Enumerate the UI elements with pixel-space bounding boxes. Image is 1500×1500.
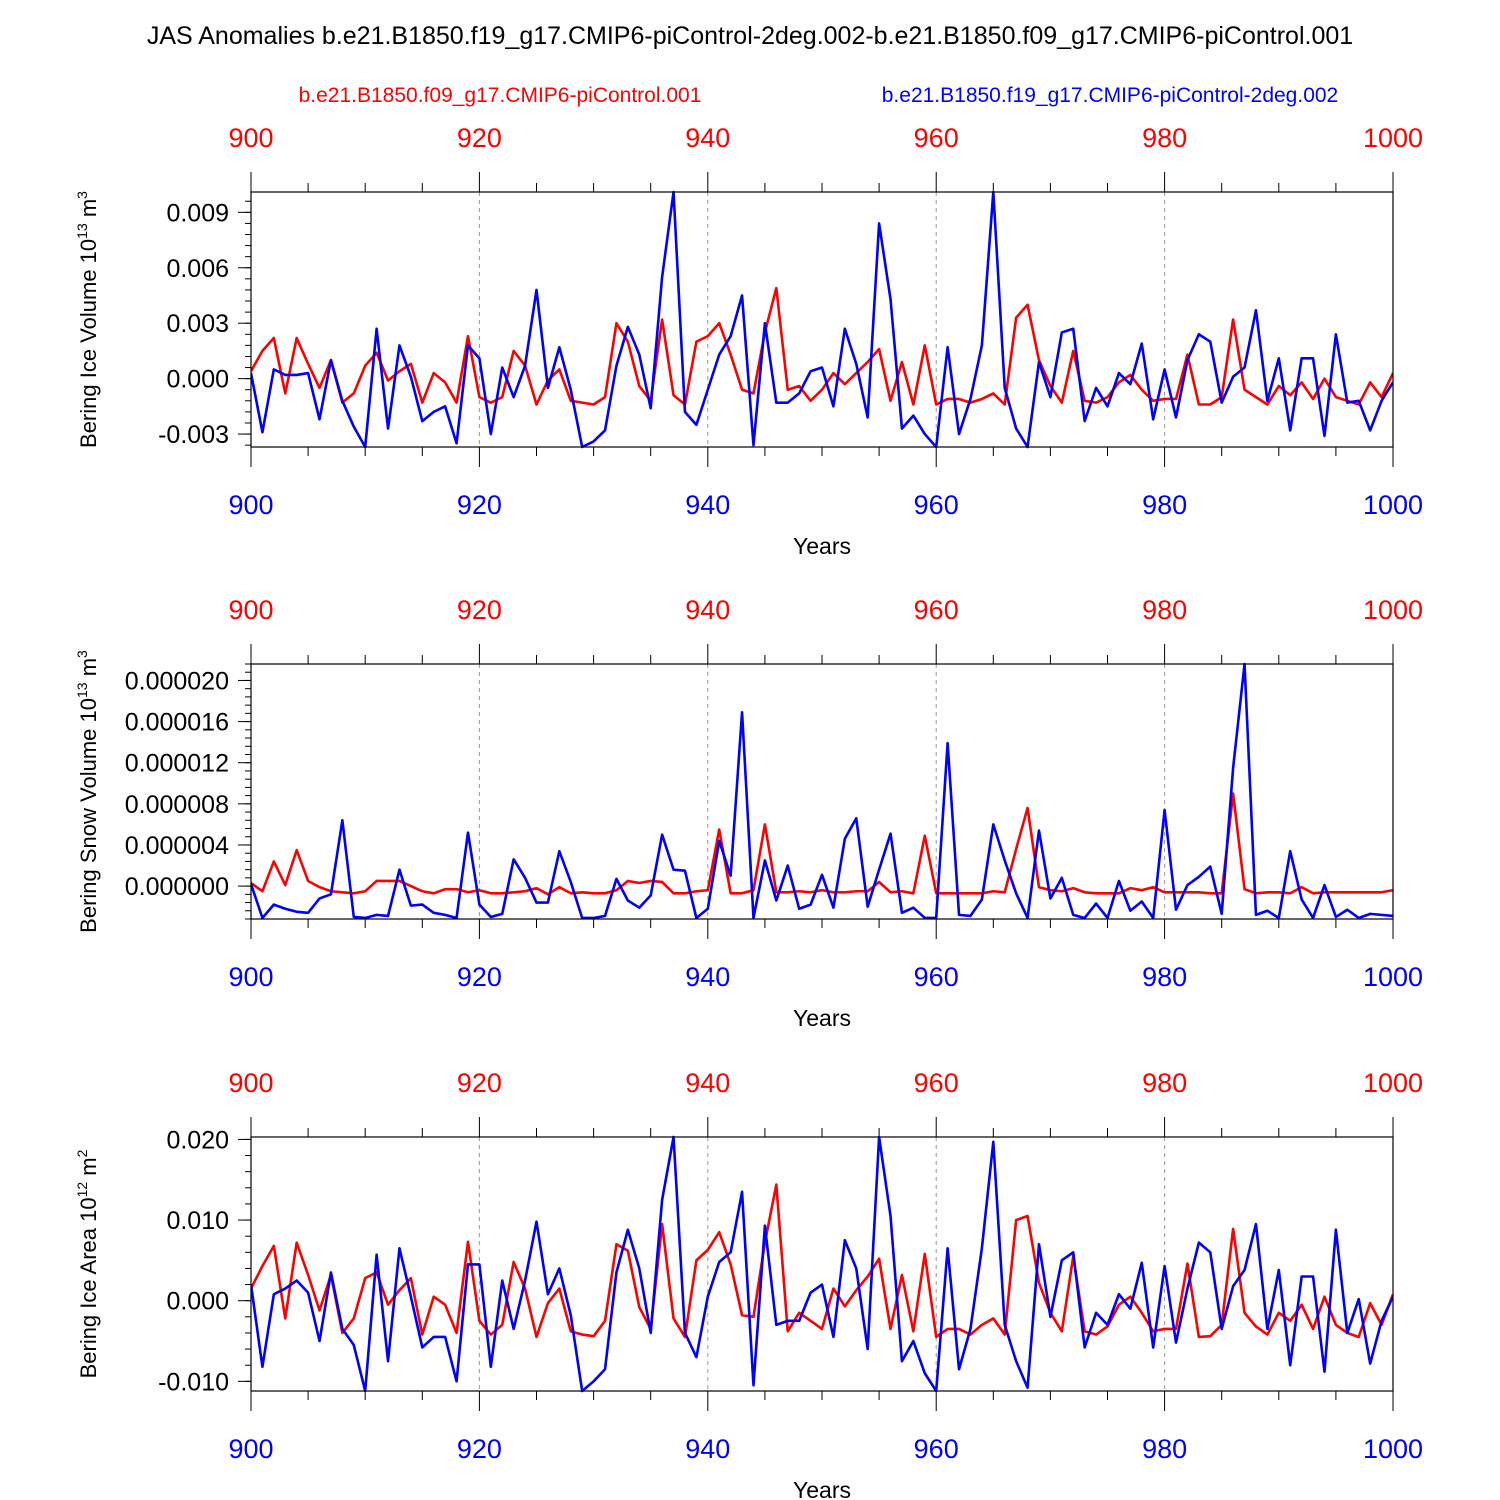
x-tick-label-bottom: 980 [1142,962,1187,992]
x-tick-label-top: 960 [914,123,959,153]
x-tick-label-bottom: 940 [685,1434,730,1464]
x-tick-label-bottom: 1000 [1363,490,1423,520]
x-tick-label-bottom: 920 [457,490,502,520]
y-tick-label: 0.000016 [125,709,229,737]
y-axis-label: Bering Ice Volume 1013 m3 [74,191,101,448]
legend-red-label: b.e21.B1850.f09_g17.CMIP6-piControl.001 [299,84,702,107]
y-axis-label: Bering Snow Volume 1013 m3 [74,650,101,933]
x-tick-label-bottom: 940 [685,490,730,520]
x-tick-label-bottom: 980 [1142,1434,1187,1464]
y-tick-label: -0.010 [158,1368,229,1396]
x-tick-label-bottom: 980 [1142,490,1187,520]
x-tick-label-top: 940 [685,123,730,153]
y-tick-label: 0.000004 [125,832,229,860]
y-tick-label: 0.000008 [125,791,229,819]
plot-frame [250,191,1394,448]
legend-blue-label: b.e21.B1850.f19_g17.CMIP6-piControl-2deg… [882,84,1338,107]
y-tick-label: 0.020 [166,1126,229,1154]
series-line-red [251,792,1393,896]
x-tick-label-bottom: 900 [228,490,273,520]
x-tick-label-bottom: 960 [914,1434,959,1464]
y-tick-label: 0.009 [166,199,229,227]
x-tick-label-top: 900 [228,1068,273,1098]
series-line-red [251,1183,1393,1339]
y-tick-label: 0.003 [166,310,229,338]
y-tick-label: 0.000012 [125,750,229,778]
x-tick-label-top: 1000 [1363,123,1423,153]
x-tick-label-top: 920 [457,123,502,153]
x-tick-label-top: 900 [228,595,273,625]
x-tick-label-bottom: 920 [457,1434,502,1464]
x-tick-label-top: 940 [685,1068,730,1098]
x-tick-label-top: 980 [1142,1068,1187,1098]
x-tick-label-top: 900 [228,123,273,153]
y-tick-label: 0.000 [166,1288,229,1316]
series-line-blue [251,1135,1393,1393]
x-tick-label-top: 960 [914,1068,959,1098]
x-tick-label-bottom: 900 [228,962,273,992]
plot-frame [250,663,1394,920]
y-tick-label: 0.010 [166,1207,229,1235]
chart-panel-2: 0.000000 0.000004 0.000008 0.000012 0.000016… [74,595,1423,1031]
plot-frame [250,1136,1394,1392]
x-tick-label-top: 980 [1142,123,1187,153]
figure-title: JAS Anomalies b.e21.B1850.f19_g17.CMIP6-… [147,22,1353,50]
chart-panels: -0.003 0.000 0.003 0.006 0.009 900 900 920 920 94… [74,123,1423,1500]
x-tick-label-top: 920 [457,595,502,625]
x-axis-label: Years [793,1477,851,1500]
x-tick-label-top: 980 [1142,595,1187,625]
y-tick-label: -0.003 [158,421,229,449]
x-tick-label-bottom: 900 [228,1434,273,1464]
series-line-blue [251,190,1393,449]
x-tick-label-bottom: 1000 [1363,962,1423,992]
x-tick-label-top: 960 [914,595,959,625]
x-tick-label-bottom: 960 [914,490,959,520]
x-tick-label-top: 920 [457,1068,502,1098]
x-tick-label-top: 940 [685,595,730,625]
x-tick-label-top: 1000 [1363,595,1423,625]
y-tick-label: 0.006 [166,255,229,283]
y-axis-label: Bering Ice Area 1012 m2 [74,1149,101,1378]
x-tick-label-top: 1000 [1363,1068,1423,1098]
x-tick-label-bottom: 920 [457,962,502,992]
x-tick-label-bottom: 1000 [1363,1434,1423,1464]
y-tick-label: 0.000 [166,366,229,394]
x-tick-label-bottom: 940 [685,962,730,992]
chart-panel-3: -0.010 0.000 0.010 0.020 900 900 920 920 940 940 9… [74,1068,1423,1500]
chart-panel-1: -0.003 0.000 0.003 0.006 0.009 900 900 920 920 94… [74,123,1423,559]
x-axis-label: Years [793,1005,851,1031]
series-line-red [251,286,1393,406]
series-line-blue [251,662,1393,920]
y-tick-label: 0.000000 [125,873,229,901]
x-tick-label-bottom: 960 [914,962,959,992]
y-tick-label: 0.000020 [125,667,229,695]
x-axis-label: Years [793,533,851,559]
